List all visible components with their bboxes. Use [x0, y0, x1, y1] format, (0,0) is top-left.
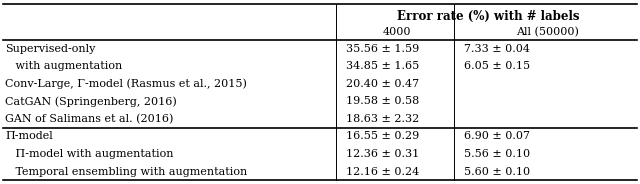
Text: 6.90 ± 0.07: 6.90 ± 0.07	[464, 131, 530, 141]
Text: Temporal ensembling with augmentation: Temporal ensembling with augmentation	[5, 167, 248, 176]
Text: Conv-Large, Γ-model (Rasmus et al., 2015): Conv-Large, Γ-model (Rasmus et al., 2015…	[5, 79, 247, 89]
Text: 12.36 ± 0.31: 12.36 ± 0.31	[346, 149, 419, 159]
Text: GAN of Salimans et al. (2016): GAN of Salimans et al. (2016)	[5, 114, 173, 124]
Text: All (50000): All (50000)	[516, 27, 579, 37]
Text: 4000: 4000	[383, 27, 411, 37]
Text: with augmentation: with augmentation	[5, 61, 122, 71]
Text: 5.56 ± 0.10: 5.56 ± 0.10	[464, 149, 530, 159]
Text: 12.16 ± 0.24: 12.16 ± 0.24	[346, 167, 419, 176]
Text: Supervised-only: Supervised-only	[5, 44, 95, 54]
Text: Π-model: Π-model	[5, 131, 53, 141]
Text: 20.40 ± 0.47: 20.40 ± 0.47	[346, 79, 419, 89]
Text: 16.55 ± 0.29: 16.55 ± 0.29	[346, 131, 419, 141]
Text: CatGAN (Springenberg, 2016): CatGAN (Springenberg, 2016)	[5, 96, 177, 107]
Text: 34.85 ± 1.65: 34.85 ± 1.65	[346, 61, 419, 71]
Text: 6.05 ± 0.15: 6.05 ± 0.15	[464, 61, 530, 71]
Text: Π-model with augmentation: Π-model with augmentation	[5, 149, 173, 159]
Text: 7.33 ± 0.04: 7.33 ± 0.04	[464, 44, 530, 54]
Text: 5.60 ± 0.10: 5.60 ± 0.10	[464, 167, 530, 176]
Text: Error rate (%) with # labels: Error rate (%) with # labels	[397, 10, 579, 23]
Text: 18.63 ± 2.32: 18.63 ± 2.32	[346, 114, 419, 124]
Text: 19.58 ± 0.58: 19.58 ± 0.58	[346, 96, 419, 106]
Text: 35.56 ± 1.59: 35.56 ± 1.59	[346, 44, 419, 54]
